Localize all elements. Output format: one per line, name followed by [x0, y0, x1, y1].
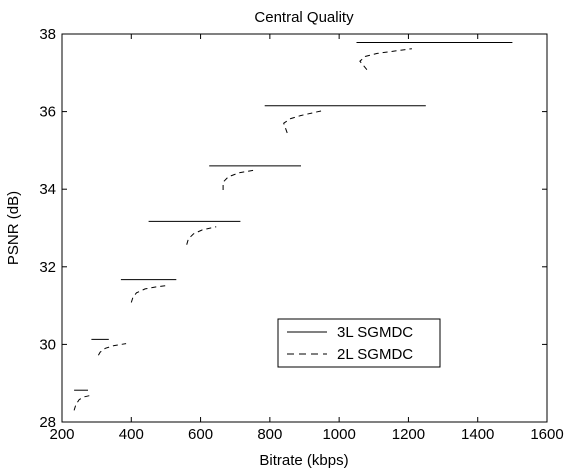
- x-tick-label: 1600: [530, 426, 563, 443]
- dashed-series-segment: [130, 284, 168, 303]
- y-tick-label: 34: [39, 181, 56, 198]
- x-tick-label: 200: [49, 426, 74, 443]
- x-axis-label: Bitrate (kbps): [259, 452, 348, 469]
- x-tick-label: 600: [188, 426, 213, 443]
- legend-label-2l-sgmdc: 2L SGMDC: [337, 346, 413, 363]
- y-tick-label: 36: [39, 104, 56, 121]
- series-0: [74, 42, 513, 391]
- y-tick-label: 28: [39, 414, 56, 431]
- series-layer: [73, 42, 513, 411]
- dashed-series-segment: [186, 226, 217, 245]
- dashed-series-segment: [283, 110, 322, 134]
- plot-frame: [61, 33, 548, 423]
- dashed-series-segment: [359, 48, 412, 71]
- dashed-series-segment: [73, 394, 94, 411]
- legend-label-3l-sgmdc: 3L SGMDC: [337, 324, 413, 341]
- x-tick-label: 1000: [322, 426, 355, 443]
- axis-ticks: 200 400 600 800 1000 1200 1400 1600 28 30 32 34 36 38: [39, 26, 563, 443]
- legend: 3L SGMDC 2L SGMDC: [277, 318, 441, 368]
- y-tick-label: 32: [39, 259, 56, 276]
- legend-box: [277, 318, 441, 368]
- x-tick-label: 1200: [392, 426, 425, 443]
- y-tick-label: 30: [39, 336, 56, 353]
- y-tick-label: 38: [39, 26, 56, 43]
- dashed-series-segment: [222, 169, 257, 190]
- y-axis-label: PSNR (dB): [5, 191, 22, 265]
- chart-title: Central Quality: [254, 9, 354, 26]
- series-1: [73, 48, 412, 411]
- x-tick-label: 400: [119, 426, 144, 443]
- x-tick-label: 1400: [461, 426, 494, 443]
- x-tick-label: 800: [257, 426, 282, 443]
- dashed-series-segment: [97, 343, 127, 356]
